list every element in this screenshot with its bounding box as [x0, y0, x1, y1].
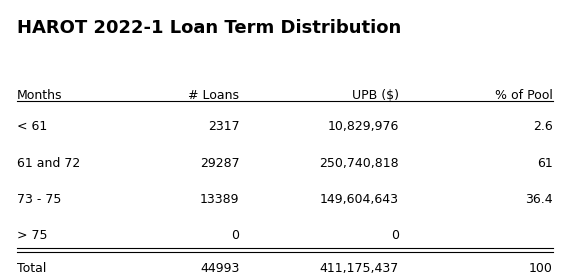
Text: 61: 61 [537, 157, 553, 170]
Text: 250,740,818: 250,740,818 [319, 157, 399, 170]
Text: Total: Total [17, 262, 47, 275]
Text: 411,175,437: 411,175,437 [320, 262, 399, 275]
Text: 29287: 29287 [200, 157, 239, 170]
Text: Months: Months [17, 89, 63, 102]
Text: 13389: 13389 [200, 193, 239, 206]
Text: 149,604,643: 149,604,643 [320, 193, 399, 206]
Text: UPB ($): UPB ($) [352, 89, 399, 102]
Text: 2.6: 2.6 [533, 120, 553, 134]
Text: > 75: > 75 [17, 229, 48, 242]
Text: 0: 0 [231, 229, 239, 242]
Text: < 61: < 61 [17, 120, 47, 134]
Text: HAROT 2022-1 Loan Term Distribution: HAROT 2022-1 Loan Term Distribution [17, 19, 401, 37]
Text: # Loans: # Loans [189, 89, 239, 102]
Text: 44993: 44993 [200, 262, 239, 275]
Text: 2317: 2317 [208, 120, 239, 134]
Text: 10,829,976: 10,829,976 [328, 120, 399, 134]
Text: 61 and 72: 61 and 72 [17, 157, 80, 170]
Text: 100: 100 [529, 262, 553, 275]
Text: % of Pool: % of Pool [495, 89, 553, 102]
Text: 36.4: 36.4 [526, 193, 553, 206]
Text: 73 - 75: 73 - 75 [17, 193, 62, 206]
Text: 0: 0 [391, 229, 399, 242]
